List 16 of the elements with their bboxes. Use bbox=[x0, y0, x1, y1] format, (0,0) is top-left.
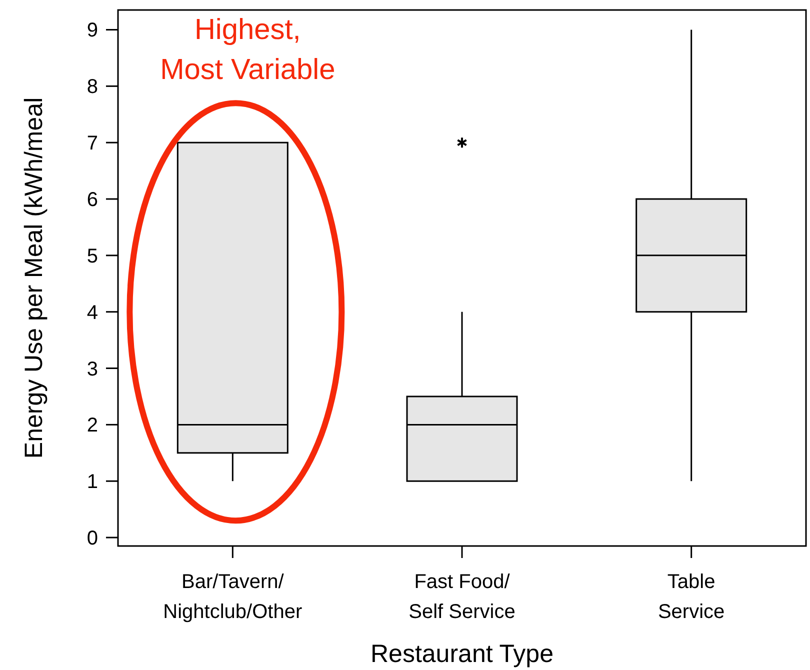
y-tick-label: 0 bbox=[86, 528, 98, 550]
y-tick-label: 8 bbox=[86, 76, 98, 98]
y-axis-title: Energy Use per Meal (kWh/meal bbox=[20, 97, 48, 459]
x-tick-label: Fast Food/ Self Service bbox=[408, 571, 516, 623]
y-tick-label: 3 bbox=[86, 358, 98, 380]
x-axis-title: Restaurant Type bbox=[370, 640, 554, 668]
y-tick-label: 2 bbox=[86, 414, 98, 437]
y-tick-label: 4 bbox=[86, 302, 98, 324]
y-tick-label: 6 bbox=[86, 189, 98, 212]
annotation: Highest, Most Variable bbox=[160, 14, 336, 86]
y-tick-label: 9 bbox=[86, 20, 98, 42]
y-tick-label: 5 bbox=[86, 245, 98, 268]
y-tick-label: 7 bbox=[86, 132, 98, 155]
x-tick-label: Bar/Tavern/ Nightclub/Other bbox=[163, 571, 302, 623]
y-tick-label: 1 bbox=[86, 471, 98, 494]
x-tick-label: Table Service bbox=[658, 571, 725, 623]
